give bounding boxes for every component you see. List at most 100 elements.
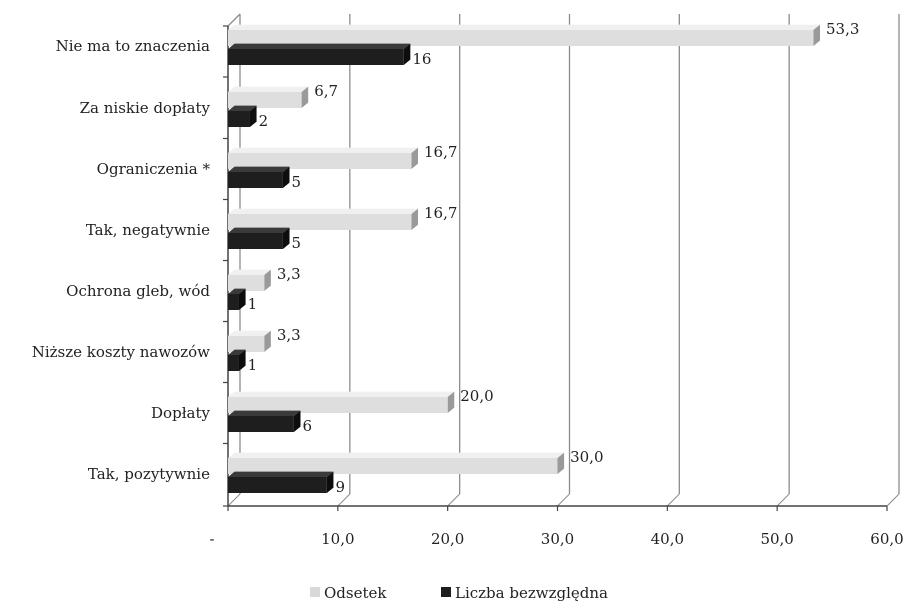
bar-odsetek	[228, 208, 419, 230]
data-label-liczba: 5	[292, 173, 302, 191]
category-label: Ochrona gleb, wód	[66, 282, 210, 300]
bar-front	[228, 92, 302, 108]
bar-top	[228, 43, 411, 49]
category-label: Nie ma to znaczenia	[56, 37, 210, 55]
bar-liczba	[228, 105, 257, 127]
bar-liczba	[228, 43, 411, 65]
data-label-liczba: 1	[248, 356, 258, 374]
bar-top	[228, 24, 821, 30]
wall-diagonal	[227, 13, 241, 27]
category-label: Ograniczenia *	[97, 160, 211, 178]
data-label-odsetek: 3,3	[277, 265, 301, 283]
x-tick-label: -	[209, 530, 214, 548]
bar-front	[228, 214, 412, 230]
bar-top	[228, 147, 419, 153]
bar-front	[228, 172, 283, 188]
gridline-floor	[337, 493, 351, 507]
bar-front	[228, 397, 448, 413]
data-label-liczba: 2	[259, 112, 269, 130]
bar-liczba	[228, 288, 246, 310]
bar-side	[238, 349, 246, 371]
data-label-odsetek: 30,0	[570, 448, 603, 466]
gridline-floor	[776, 493, 790, 507]
data-label-odsetek: 20,0	[460, 387, 493, 405]
bar-odsetek	[228, 147, 419, 169]
data-label-odsetek: 6,7	[314, 82, 338, 100]
category-label: Za niskie dopłaty	[80, 99, 211, 117]
bar-top	[228, 288, 246, 294]
bar-top	[228, 208, 419, 214]
bar-top	[228, 166, 290, 172]
gridlines	[227, 13, 900, 507]
bar-side	[557, 452, 565, 474]
gridline-floor	[666, 493, 680, 507]
bar-front	[228, 49, 404, 65]
bar-top	[228, 269, 271, 275]
bar-front	[228, 458, 558, 474]
bar-front	[228, 275, 265, 291]
data-label-odsetek: 3,3	[277, 326, 301, 344]
x-tick-label: 10,0	[321, 530, 354, 548]
bar-liczba	[228, 410, 301, 432]
bar-side	[813, 24, 821, 46]
bar-side	[264, 330, 271, 352]
gridline-floor	[447, 493, 461, 507]
category-label: Tak, negatywnie	[86, 221, 210, 239]
bar-side	[293, 410, 301, 432]
y-axis-ticks	[223, 25, 228, 507]
data-label-liczba: 16	[412, 50, 431, 68]
x-axis-ticks: - 10,0 20,0 30,0 40,0 50,0 60,0	[209, 506, 903, 548]
bar-odsetek	[228, 391, 455, 413]
bar-front	[228, 416, 294, 432]
gridline-floor	[227, 493, 241, 507]
data-label-liczba: 6	[303, 417, 313, 435]
bar-front	[228, 30, 814, 46]
data-label-liczba: 5	[292, 234, 302, 252]
bar-side	[238, 288, 246, 310]
category-labels: Nie ma to znaczenia Za niskie dopłaty Ogra…	[32, 37, 211, 483]
bar-side	[411, 147, 419, 169]
bar-side	[411, 208, 419, 230]
gridline-floor	[886, 493, 900, 507]
category-label: Niższe koszty nawozów	[32, 343, 210, 361]
category-label: Tak, pozytywnie	[88, 465, 210, 483]
bar-odsetek	[228, 86, 309, 108]
x-tick-label: 60,0	[870, 530, 903, 548]
bar-side	[326, 471, 334, 493]
legend-label-liczba: Liczba bezwzględna	[455, 584, 608, 602]
legend-label-odsetek: Odsetek	[324, 584, 387, 602]
bar-top	[228, 410, 301, 416]
bar-odsetek	[228, 24, 821, 46]
bar-front	[228, 294, 239, 310]
bar-side	[447, 391, 455, 413]
bars	[228, 24, 821, 493]
data-label-odsetek: 53,3	[826, 20, 859, 38]
bar-front	[228, 233, 283, 249]
bar-side	[403, 43, 411, 65]
bar-odsetek	[228, 452, 565, 474]
bar-side	[282, 166, 290, 188]
bar-top	[228, 105, 257, 111]
legend-swatch-liczba	[441, 587, 451, 597]
bar-front	[228, 153, 412, 169]
data-label-liczba: 1	[248, 295, 258, 313]
bar-liczba	[228, 349, 246, 371]
bar-top	[228, 391, 455, 397]
bar-top	[228, 349, 246, 355]
bar-top	[228, 330, 271, 336]
bar-top	[228, 452, 565, 458]
x-tick-label: 20,0	[431, 530, 464, 548]
bar-front	[228, 336, 265, 352]
bar-liczba	[228, 471, 334, 493]
x-tick-label: 50,0	[760, 530, 793, 548]
legend: Odsetek Liczba bezwzględna	[310, 584, 608, 602]
legend-swatch-odsetek	[310, 587, 320, 597]
bar-side	[264, 269, 271, 291]
bar-odsetek	[228, 330, 271, 352]
gridline-floor	[557, 493, 570, 507]
bar-side	[282, 227, 290, 249]
bar-top	[228, 471, 334, 477]
